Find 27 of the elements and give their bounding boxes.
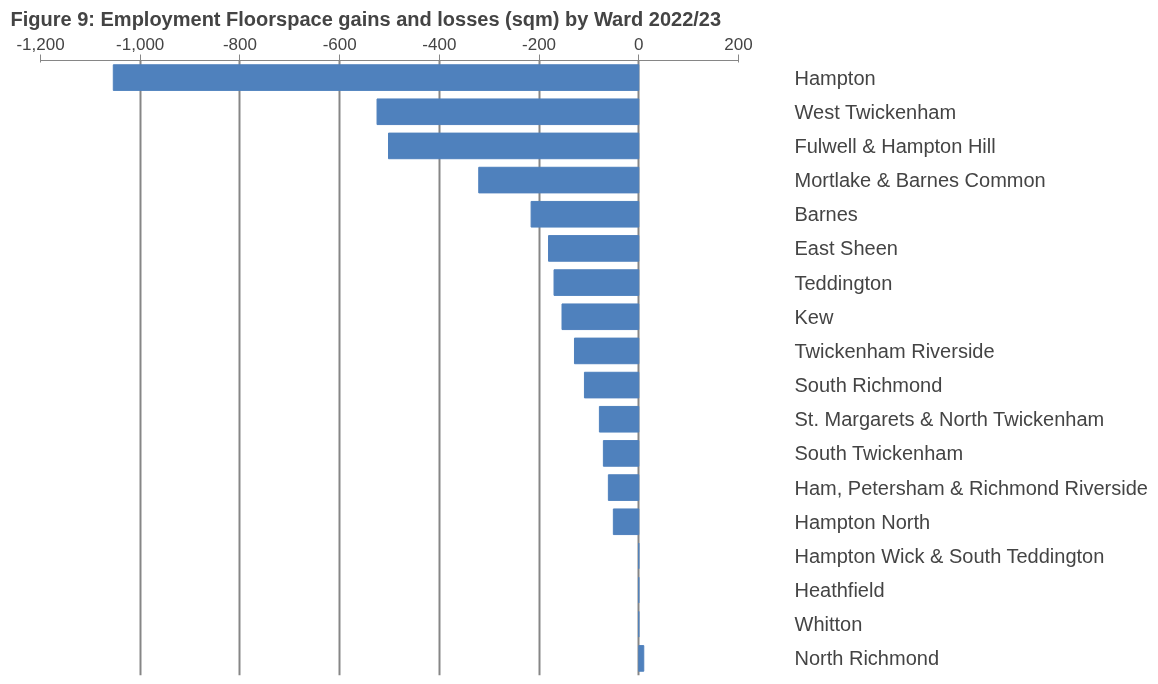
y-tick-label: South Twickenham [794, 442, 964, 465]
y-tick-label: South Richmond [794, 374, 943, 397]
x-tick-label: -200 [522, 34, 557, 54]
x-tick-label: -400 [422, 34, 457, 54]
y-tick-label: Hampton North [794, 510, 931, 533]
x-tick-label: -800 [222, 34, 257, 54]
y-tick-label: Ham, Petersham & Richmond Riverside [794, 476, 1148, 499]
y-tick-label: Fulwell & Hampton Hill [794, 134, 996, 157]
y-tick-label: Kew [794, 305, 834, 328]
y-tick-label: Hampton Wick & South Teddington [794, 544, 1105, 567]
y-tick-label: St. Margarets & North Twickenham [794, 408, 1105, 431]
y-tick-label: Heathfield [794, 579, 885, 602]
y-tick-label: Barnes [794, 203, 858, 226]
x-tick-label: -600 [322, 34, 357, 54]
y-tick-label: West Twickenham [794, 100, 957, 123]
x-tick-label: 0 [634, 34, 644, 54]
y-tick-label: East Sheen [794, 237, 898, 260]
y-tick-label: Twickenham Riverside [794, 339, 995, 362]
y-tick-label: Mortlake & Barnes Common [794, 169, 1046, 192]
y-tick-label: Hampton [794, 66, 876, 89]
y-tick-label: Whitton [794, 613, 863, 636]
x-tick-label: -1,200 [16, 34, 65, 54]
y-tick-label: Teddington [794, 271, 893, 294]
y-tick-label: North Richmond [794, 647, 940, 670]
x-tick-label: -1,000 [116, 34, 165, 54]
chart-title: Figure 9: Employment Floorspace gains and losses (sqm) by Ward 2022/23 [10, 7, 722, 30]
x-tick-label: 200 [724, 34, 753, 54]
